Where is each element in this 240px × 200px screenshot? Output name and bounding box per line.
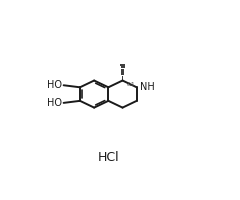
Text: HO: HO — [47, 80, 62, 90]
Text: HO: HO — [47, 98, 62, 108]
Text: HCl: HCl — [97, 151, 119, 164]
Text: &1: &1 — [126, 82, 135, 87]
Text: NH: NH — [140, 82, 155, 92]
